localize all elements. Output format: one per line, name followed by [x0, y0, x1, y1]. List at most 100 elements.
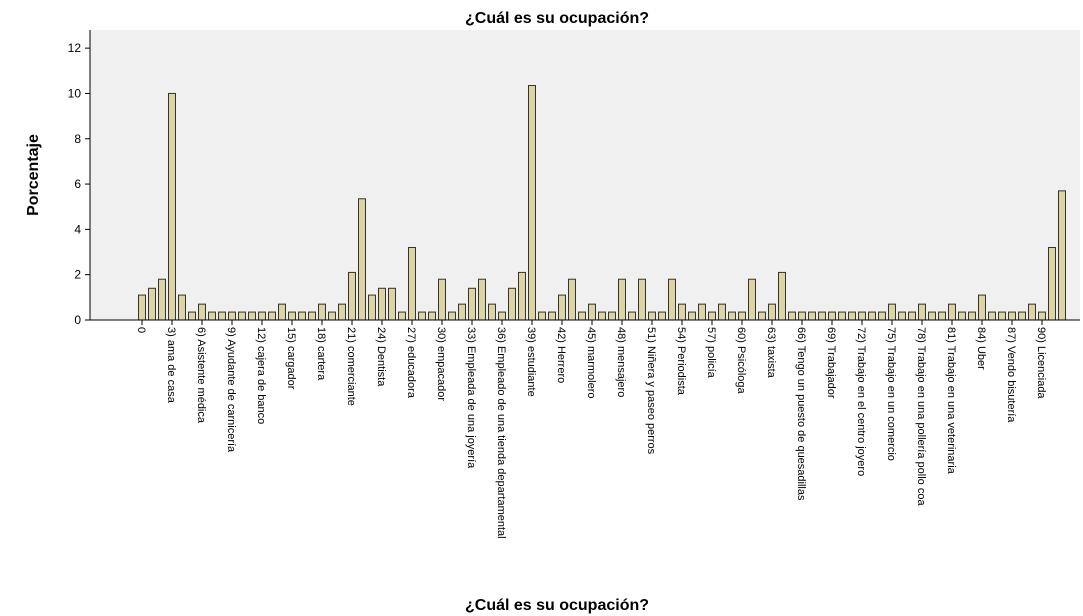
- x-tick-label: 30) empacador: [435, 327, 447, 401]
- bar: [778, 271, 786, 321]
- bar: [928, 311, 936, 321]
- bar: [488, 303, 496, 321]
- bar: [218, 311, 226, 321]
- bar: [608, 311, 616, 321]
- x-tick-label: 78) Trabajo en una pollería pollo coa: [915, 327, 927, 506]
- bar: [478, 278, 486, 321]
- x-tick-label: 9) Ayudante de carnicería: [225, 327, 237, 453]
- bar: [938, 311, 946, 321]
- bar: [348, 271, 356, 321]
- bar: [358, 198, 366, 321]
- bar: [228, 311, 236, 321]
- bar: [728, 311, 736, 321]
- bar: [948, 303, 956, 321]
- bar: [298, 311, 306, 321]
- x-tick-label: 51) Niñera y paseo perros: [645, 327, 657, 455]
- bar: [148, 287, 156, 321]
- bar: [678, 303, 686, 321]
- bar: [408, 247, 416, 321]
- bar: [978, 294, 986, 321]
- x-tick-label: 60) Psicóloga: [735, 327, 747, 395]
- bar: [498, 311, 506, 321]
- bar: [638, 278, 646, 321]
- x-tick-label: 0: [135, 327, 147, 333]
- x-tick-label: 6) Asistente médica: [195, 327, 207, 424]
- bar: [968, 311, 976, 321]
- bar: [708, 311, 716, 321]
- x-axis-title: ¿Cuál es su ocupación?: [465, 597, 649, 614]
- bar: [518, 271, 526, 321]
- x-tick-label: 90) Licenciada: [1035, 327, 1047, 399]
- bar: [848, 311, 856, 321]
- bar: [698, 303, 706, 321]
- bar: [438, 278, 446, 321]
- bar: [598, 311, 606, 321]
- bar: [628, 311, 636, 321]
- bar: [818, 311, 826, 321]
- bar: [418, 311, 426, 321]
- y-tick-label: 2: [74, 268, 81, 282]
- bar: [158, 278, 166, 321]
- bar: [908, 311, 916, 321]
- bar: [868, 311, 876, 321]
- bar: [528, 85, 536, 321]
- bar: [328, 311, 336, 321]
- bar: [188, 311, 196, 321]
- bar: [1008, 311, 1016, 321]
- bar: [468, 287, 476, 321]
- bar: [958, 311, 966, 321]
- x-tick-label: 18) cartera: [315, 327, 327, 381]
- bar: [878, 311, 886, 321]
- bar: [618, 278, 626, 321]
- bar: [208, 311, 216, 321]
- x-tick-label: 21) comerciante: [345, 327, 357, 406]
- x-tick-label: 48) mensajero: [615, 327, 627, 397]
- bar: [588, 303, 596, 321]
- x-tick-label: 54) Periodista: [675, 327, 687, 396]
- bar: [278, 303, 286, 321]
- bar: [668, 278, 676, 321]
- bar: [738, 311, 746, 321]
- bar: [508, 287, 516, 321]
- x-tick-label: 27) educadora: [405, 327, 417, 399]
- bar: [448, 311, 456, 321]
- bar: [248, 311, 256, 321]
- bar: [398, 311, 406, 321]
- bar: [458, 303, 466, 321]
- bar: [548, 311, 556, 321]
- bar: [388, 287, 396, 321]
- bar: [428, 311, 436, 321]
- bar: [838, 311, 846, 321]
- bar: [828, 311, 836, 321]
- bar: [578, 311, 586, 321]
- bar: [338, 303, 346, 321]
- bar: [788, 311, 796, 321]
- bar: [1028, 303, 1036, 321]
- bar: [658, 311, 666, 321]
- bar: [718, 303, 726, 321]
- x-tick-label: 75) Trabajo en un comercio: [885, 327, 897, 461]
- x-tick-label: 66) Tengo un puesto de quesadillas: [795, 327, 807, 501]
- x-tick-label: 72) Trabajo en el centro joyero: [855, 327, 867, 476]
- y-axis-title: Porcentaje: [25, 134, 42, 216]
- y-tick-label: 0: [74, 313, 81, 327]
- bar: [688, 311, 696, 321]
- bar: [178, 294, 186, 321]
- bar: [1018, 311, 1026, 321]
- x-tick-label: 12) cajera de banco: [255, 327, 267, 424]
- bar: [998, 311, 1006, 321]
- bar: [288, 311, 296, 321]
- bar: [808, 311, 816, 321]
- bar: [308, 311, 316, 321]
- bar: [898, 311, 906, 321]
- bar: [768, 303, 776, 321]
- x-tick-label: 42) Herrero: [555, 327, 567, 383]
- x-tick-label: 87) Vendo bisutería: [1005, 327, 1017, 423]
- bar: [238, 311, 246, 321]
- bar: [558, 294, 566, 321]
- bar: [748, 278, 756, 321]
- x-tick-label: 57) policía: [705, 327, 717, 379]
- bar: [268, 311, 276, 321]
- x-tick-label: 24) Dentista: [375, 327, 387, 387]
